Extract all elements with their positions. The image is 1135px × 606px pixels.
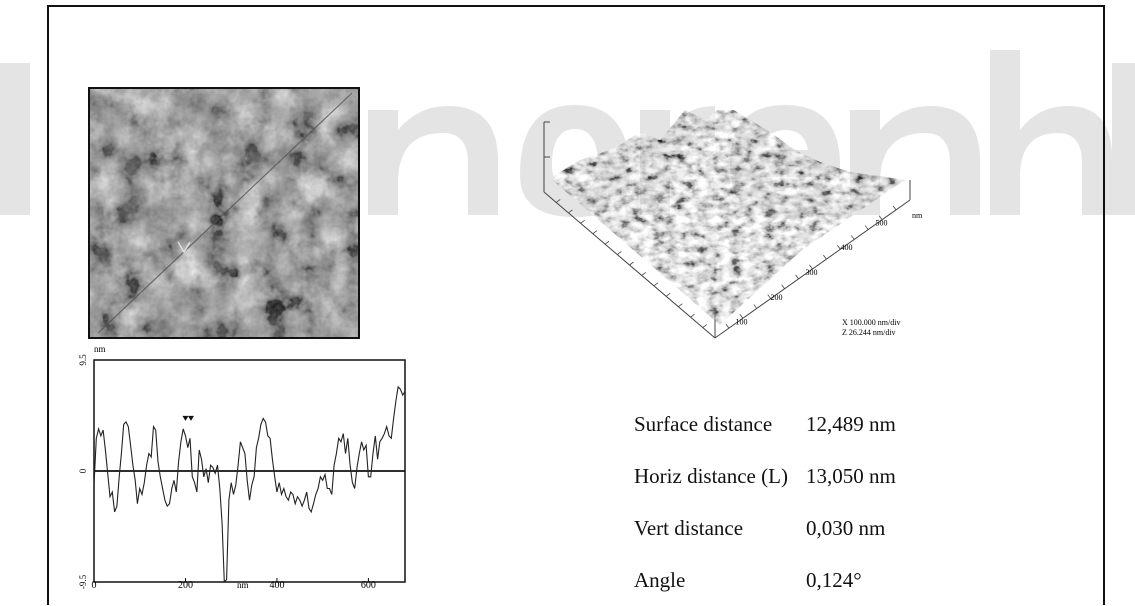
3d-edge-tick xyxy=(864,225,869,230)
3d-edge-tick xyxy=(617,251,622,255)
y-tick-label: -9.5 xyxy=(78,574,88,589)
afm-3d-surface-render: nm 100 200 300 400 500 X 100.000 nm/div Z 26… xyxy=(543,110,923,339)
x-axis-unit-label: nm xyxy=(237,580,249,590)
profile-marker-triangle xyxy=(182,415,189,421)
profile-series-line xyxy=(93,385,406,584)
3d-edge-tick xyxy=(592,230,598,235)
3d-edge-tick xyxy=(823,254,827,260)
stat-row-surface-distance: Surface distance 12,489 nm xyxy=(634,398,946,450)
stat-value: 13,050 nm xyxy=(806,463,896,488)
stat-label: Surface distance xyxy=(634,411,773,436)
stat-label: Horiz distance (L) xyxy=(634,463,788,488)
3d-x-tick-label: 100 xyxy=(736,318,748,327)
3d-edge-tick xyxy=(678,303,683,308)
3d-edge-tick xyxy=(837,245,841,250)
3d-edge-tick xyxy=(629,261,634,266)
profile-marker-triangle xyxy=(187,415,194,421)
3d-x-tick-label: 200 xyxy=(771,293,783,302)
x-tick-label: 600 xyxy=(361,580,376,591)
3d-edge-tick xyxy=(702,324,708,328)
x-tick-label: 0 xyxy=(92,580,97,591)
3d-edge-tick xyxy=(725,323,730,329)
profile-statistics-table: Surface distance 12,489 nm Horiz distanc… xyxy=(634,398,946,606)
3d-edge-tick xyxy=(653,282,659,287)
3d-edge-tick xyxy=(795,274,799,280)
3d-edge-tick xyxy=(739,314,744,319)
stat-value: 0,124° xyxy=(806,567,862,592)
stat-row-angle: Angle 0,124° xyxy=(634,554,946,606)
3d-edge-tick xyxy=(878,215,883,220)
z-axis-unit-label: nm xyxy=(912,211,923,220)
line-profile-chart: nm nm 9.5 0 -9.5 0 200 400 600 xyxy=(78,344,406,591)
afm-2d-topography-image xyxy=(88,87,360,339)
figure-frame xyxy=(47,5,1105,605)
scale-z-label: Z 26.244 nm/div xyxy=(842,328,896,337)
3d-edge-tick xyxy=(850,235,855,240)
3d-x-tick-label: 300 xyxy=(806,268,818,277)
3d-edge-tick xyxy=(753,304,758,309)
stat-label: Angle xyxy=(634,567,686,592)
y-axis-unit-label: nm xyxy=(94,344,106,354)
y-tick-label: 9.5 xyxy=(78,354,88,366)
3d-edge-tick xyxy=(665,292,671,297)
3d-edge-tick xyxy=(690,313,695,318)
stat-label: Vert distance xyxy=(634,515,744,540)
3d-edge-tick xyxy=(568,209,573,214)
scale-x-label: X 100.000 nm/div xyxy=(842,318,900,327)
3d-edge-tick xyxy=(555,199,561,203)
3d-edge-tick xyxy=(892,205,897,211)
3d-edge-tick xyxy=(641,272,646,276)
3d-edge-tick xyxy=(767,294,772,299)
stat-value: 0,030 nm xyxy=(806,515,886,540)
stat-row-horiz-distance: Horiz distance (L) 13,050 nm xyxy=(634,450,946,502)
x-tick-label: 400 xyxy=(269,580,284,591)
3d-edge-tick xyxy=(809,264,813,270)
stat-value: 12,489 nm xyxy=(806,411,896,436)
3d-edge-tick xyxy=(604,240,610,245)
stat-row-vert-distance: Vert distance 0,030 nm xyxy=(634,502,946,554)
3d-x-tick-label: 400 xyxy=(841,243,853,252)
3d-edge-tick xyxy=(781,284,785,289)
3d-x-tick-label: 500 xyxy=(876,218,888,227)
3d-edge-tick xyxy=(580,219,585,224)
y-tick-label: 0 xyxy=(78,468,88,473)
x-tick-label: 200 xyxy=(178,580,193,591)
